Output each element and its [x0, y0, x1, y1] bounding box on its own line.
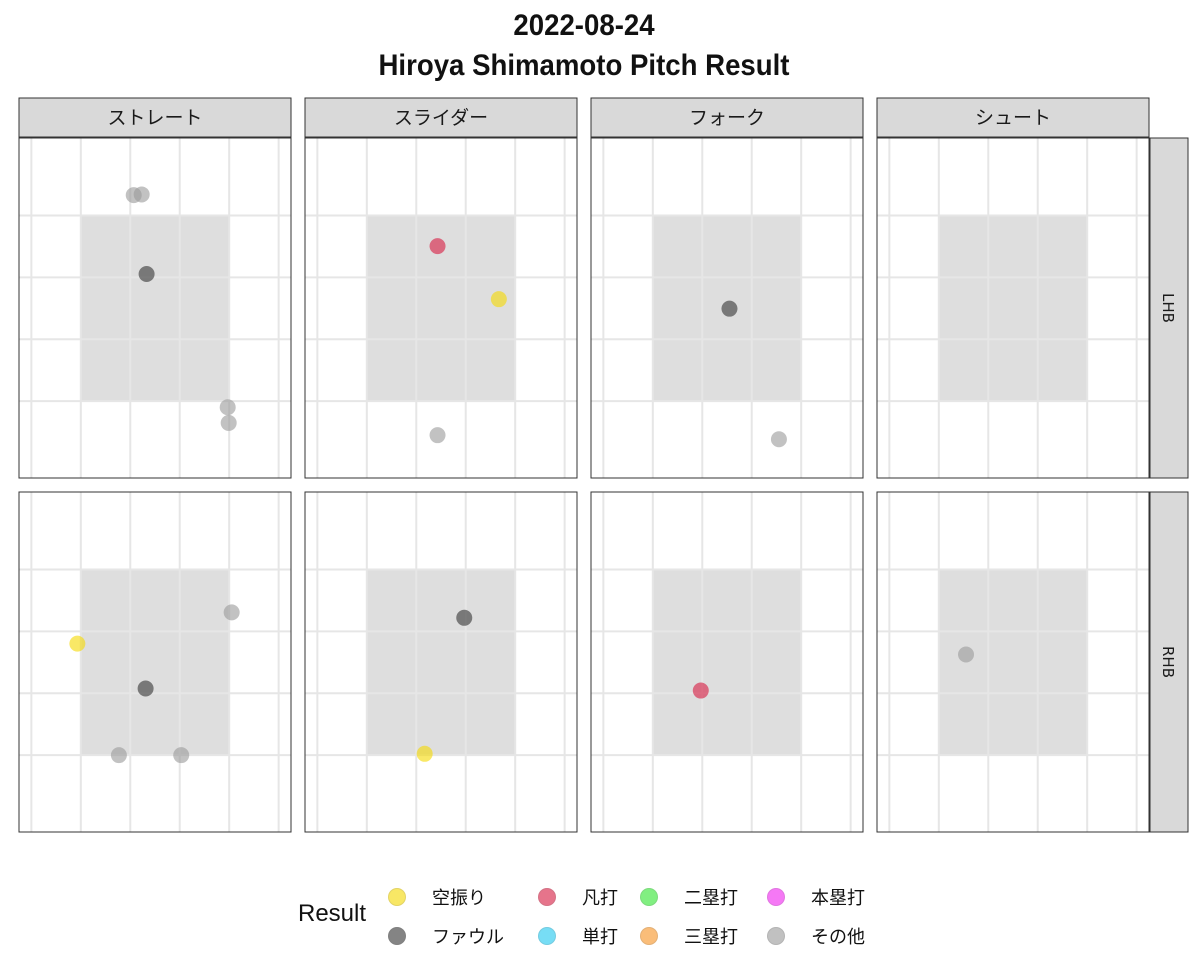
strike-zone	[80, 215, 230, 402]
facet-strip-label: フォーク	[689, 107, 765, 129]
pitch-point	[219, 399, 236, 416]
pitch-point	[456, 609, 473, 626]
strike-zone	[938, 569, 1088, 756]
panel-border	[876, 491, 1150, 833]
facet-strip-label: シュート	[975, 107, 1051, 129]
facet-strip-label: スライダー	[394, 107, 488, 129]
chart-title: Hiroya Shimamoto Pitch Result	[378, 49, 790, 82]
legend-label: 単打	[582, 927, 618, 948]
facet-strip	[18, 97, 292, 138]
legend-item: 凡打	[538, 882, 618, 912]
legend-item: 二塁打	[640, 882, 738, 912]
legend-swatch	[767, 888, 785, 906]
legend-label: 二塁打	[684, 888, 738, 909]
pitch-point	[173, 747, 190, 764]
panel-border	[304, 491, 578, 833]
legend-label: 本塁打	[811, 888, 865, 909]
legend-label: 三塁打	[684, 927, 738, 948]
pitch-point	[220, 414, 237, 431]
panel-border	[590, 137, 864, 479]
facet-strip	[876, 97, 1150, 138]
pitch-point	[429, 238, 446, 255]
pitch-point	[490, 291, 507, 308]
pitch-point	[137, 680, 154, 697]
legend-label: その他	[811, 927, 865, 948]
pitch-point	[133, 186, 150, 203]
legend-item: 空振り	[388, 882, 486, 912]
strike-zone	[938, 215, 1088, 402]
legend-item: 本塁打	[767, 882, 865, 912]
legend-title: Result	[298, 900, 367, 927]
legend-swatch	[388, 888, 406, 906]
pitch-point	[770, 431, 787, 448]
legend-swatch	[538, 927, 556, 945]
strike-zone	[652, 569, 802, 756]
legend-item: その他	[767, 921, 865, 951]
legend-label: ファウル	[432, 927, 504, 948]
pitch-point	[110, 747, 127, 764]
panel-border	[18, 491, 292, 833]
pitch-point	[958, 646, 975, 663]
panel-border	[876, 137, 1150, 479]
legend-swatch	[640, 888, 658, 906]
facet-strip	[1149, 137, 1189, 479]
legend-item: 三塁打	[640, 921, 738, 951]
pitch-point	[429, 427, 446, 444]
pitch-point	[138, 266, 155, 282]
legend: Result 空振りファウル 凡打単打 二塁打三塁打 本塁打その他	[298, 880, 918, 960]
pitch-point	[223, 604, 240, 621]
strike-zone	[366, 569, 516, 756]
legend-label: 空振り	[432, 888, 486, 909]
panel-border	[304, 137, 578, 479]
legend-swatch	[538, 888, 556, 906]
pitch-point	[69, 635, 86, 652]
facet-strip	[1149, 491, 1189, 833]
facet-strip-label: ストレート	[107, 107, 202, 129]
pitch-point	[721, 300, 738, 317]
facet-plot: ストレート スライダー フォーク シュート LHB RHB	[18, 97, 1189, 833]
facet-strip-label: RHB	[1159, 646, 1177, 678]
chart-title-date: 2022-08-24	[513, 9, 655, 42]
legend-swatch	[640, 927, 658, 945]
strike-zone	[80, 569, 230, 756]
pitch-point	[416, 745, 433, 762]
legend-swatch	[388, 927, 406, 945]
facet-strip	[304, 97, 578, 138]
legend-label: 凡打	[582, 888, 618, 909]
legend-item: 単打	[538, 921, 618, 951]
facet-strip-label: LHB	[1159, 293, 1177, 323]
legend-item: ファウル	[388, 921, 504, 951]
facet-strip	[590, 97, 864, 138]
pitch-point	[692, 682, 709, 699]
legend-swatch	[767, 927, 785, 945]
panel-border	[18, 137, 292, 479]
panel-border	[590, 491, 864, 833]
